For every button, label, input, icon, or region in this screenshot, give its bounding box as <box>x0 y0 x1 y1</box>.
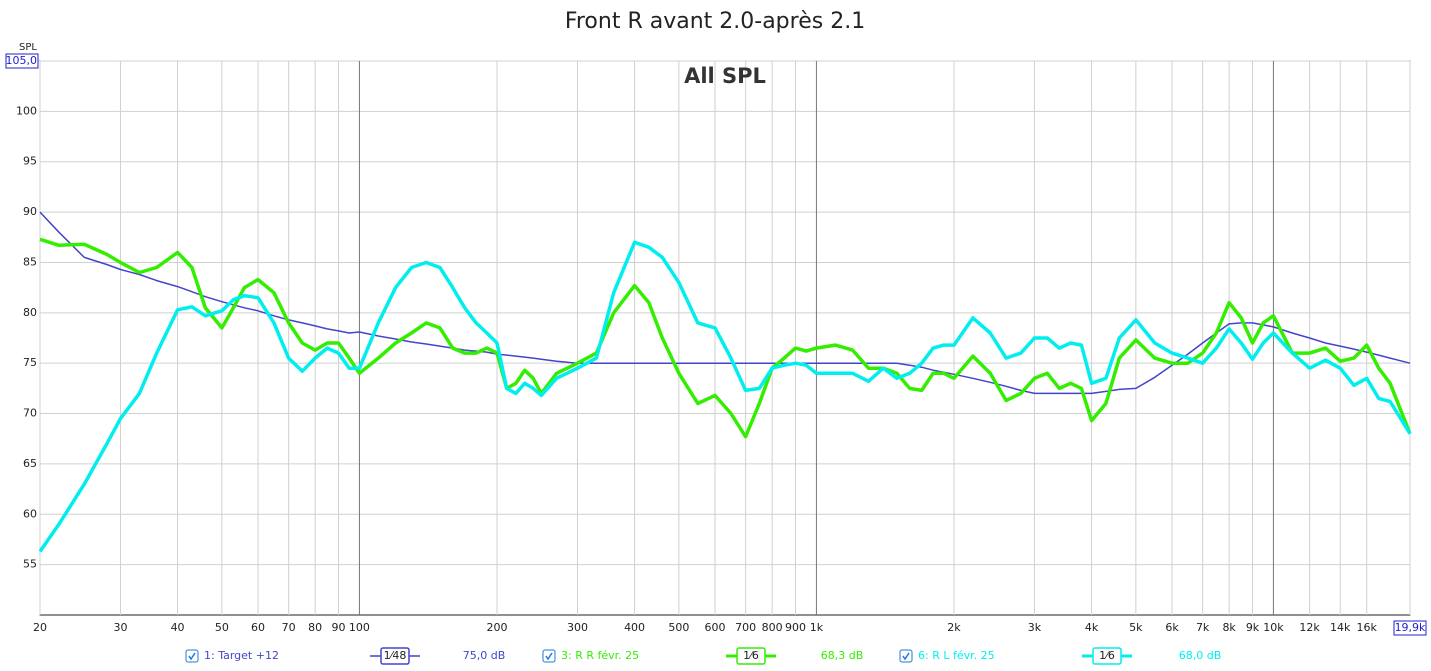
smoothing-label: 1⁄6 <box>743 649 759 662</box>
y-tick-label: 85 <box>23 255 37 268</box>
y-tick-label: 95 <box>23 155 37 168</box>
x-tick-label: 16k <box>1357 621 1378 634</box>
x-tick-label: 9k <box>1246 621 1260 634</box>
legend-checkbox[interactable] <box>185 649 199 663</box>
legend-label: 3: R R févr. 25 <box>561 649 639 662</box>
smoothing-label: 1⁄48 <box>384 649 407 662</box>
tick-box <box>1393 620 1427 636</box>
legend-label: 1: Target +12 <box>204 649 279 662</box>
level-label: 75,0 dB <box>463 649 506 662</box>
checkmark <box>545 652 553 661</box>
x-tick-label: 30 <box>113 621 127 634</box>
x-tick-label: 200 <box>486 621 507 634</box>
checkmark <box>188 652 196 661</box>
x-tick-label: 700 <box>735 621 756 634</box>
y-tick-label: 60 <box>23 507 37 520</box>
series-line <box>39 211 1411 395</box>
series-line <box>39 237 1412 439</box>
y-tick-label: 100 <box>16 104 37 117</box>
x-tick-label: 70 <box>282 621 296 634</box>
tick-box <box>5 53 39 69</box>
smoothing-box[interactable] <box>380 647 410 665</box>
x-tick-label: 600 <box>705 621 726 634</box>
x-tick-label: 5k <box>1129 621 1143 634</box>
x-tick-label: 80 <box>308 621 322 634</box>
y-tick-label: 90 <box>23 205 37 218</box>
legend-checkbox[interactable] <box>542 649 556 663</box>
x-tick-label: 400 <box>624 621 645 634</box>
x-tick-label: 90 <box>332 621 346 634</box>
x-tick-label: 7k <box>1196 621 1210 634</box>
y-tick-label: 55 <box>23 558 37 571</box>
level-label: 68,3 dB <box>821 649 864 662</box>
x-tick-label: 3k <box>1028 621 1042 634</box>
x-tick-label: 900 <box>785 621 806 634</box>
x-tick-label: 300 <box>567 621 588 634</box>
x-tick-label: 6k <box>1165 621 1179 634</box>
x-tick-label: 2k <box>947 621 961 634</box>
x-tick-label: 50 <box>215 621 229 634</box>
x-tick-label: 8k <box>1222 621 1236 634</box>
x-tick-label: 500 <box>668 621 689 634</box>
smoothing-box[interactable] <box>1092 647 1122 665</box>
x-tick-label: 800 <box>762 621 783 634</box>
plot-area <box>39 60 1411 616</box>
legend-checkbox[interactable] <box>899 649 913 663</box>
x-tick-label: 20 <box>33 621 47 634</box>
y-tick-label: 80 <box>23 306 37 319</box>
x-tick-label: 14k <box>1330 621 1351 634</box>
x-tick-label: 60 <box>251 621 265 634</box>
annotation: All SPL <box>684 64 766 88</box>
x-tick-label: 1k <box>810 621 824 634</box>
level-label: 68,0 dB <box>1179 649 1222 662</box>
y-tick-label: 105,0 <box>6 54 38 67</box>
smoothing-box[interactable] <box>736 647 766 665</box>
x-tick-label: 4k <box>1085 621 1099 634</box>
y-axis-label: SPL <box>19 42 37 53</box>
chart-title: Front R avant 2.0-après 2.1 <box>565 9 865 34</box>
series-line <box>38 240 1412 553</box>
y-tick-label: 70 <box>23 407 37 420</box>
x-tick-label: 40 <box>171 621 185 634</box>
x-tick-label: 100 <box>349 621 370 634</box>
y-tick-label: 75 <box>23 356 37 369</box>
legend-label: 6: R L févr. 25 <box>918 649 995 662</box>
checkmark <box>902 652 910 661</box>
smoothing-label: 1⁄6 <box>1099 649 1115 662</box>
y-tick-label: 65 <box>23 457 37 470</box>
x-tick-label: 12k <box>1299 621 1320 634</box>
x-tick-label: 10k <box>1263 621 1284 634</box>
x-tick-label: 19,9k <box>1395 621 1426 634</box>
